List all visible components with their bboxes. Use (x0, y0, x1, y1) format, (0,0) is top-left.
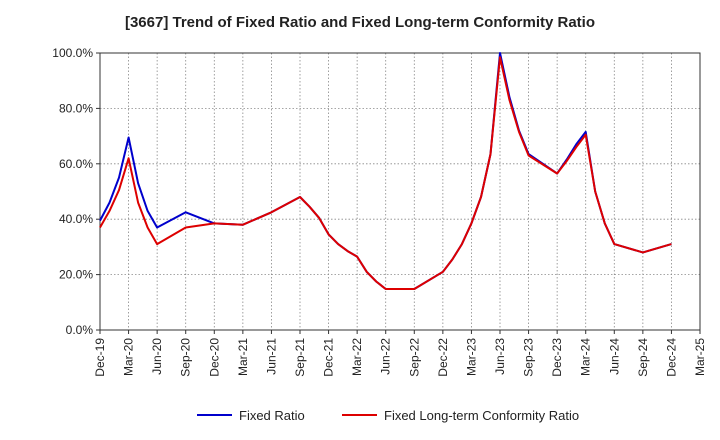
x-tick-label: Dec-24 (664, 338, 678, 377)
x-tick-label: Jun-23 (493, 338, 507, 375)
y-tick-label: 20.0% (59, 268, 93, 282)
x-tick-label: Dec-20 (207, 338, 221, 377)
series-layer (99, 52, 672, 290)
x-tick-label: Dec-21 (322, 338, 336, 377)
x-tick-label: Sep-22 (407, 338, 421, 377)
legend: Fixed Ratio Fixed Long-term Conformity Ra… (197, 408, 579, 423)
fixed-long-term-conformity-ratio-line (99, 56, 672, 290)
y-tick-label: 60.0% (59, 157, 93, 171)
x-tick-label: Jun-24 (607, 338, 621, 375)
legend-label: Fixed Ratio (239, 408, 305, 423)
x-tick-label: Mar-24 (579, 338, 593, 376)
x-tick-label: Sep-23 (522, 338, 536, 377)
axis-layer: 0.0% 20.0% 40.0% 60.0% 80.0% 100.0% Dec-19 Mar-… (52, 46, 707, 377)
x-tick-label: Mar-23 (464, 338, 478, 376)
x-tick-label: Dec-19 (93, 338, 107, 377)
legend-label: Fixed Long-term Conformity Ratio (384, 408, 579, 423)
x-tick-label: Jun-22 (379, 338, 393, 375)
plot-frame (99, 52, 701, 331)
x-tick-label: Jun-21 (264, 338, 278, 375)
x-tick-label: Mar-20 (122, 338, 136, 376)
chart-title: [3667] Trend of Fixed Ratio and Fixed Lo… (124, 14, 596, 31)
x-tick-label: Dec-22 (436, 338, 450, 377)
x-tick-label: Mar-21 (236, 338, 250, 376)
x-tick-label: Mar-22 (350, 338, 364, 376)
y-tick-label: 40.0% (59, 212, 93, 226)
y-tick-label: 0.0% (66, 323, 94, 337)
x-tick-label: Dec-23 (550, 338, 564, 377)
x-tick-label: Sep-20 (179, 338, 193, 377)
y-tick-label: 80.0% (59, 101, 93, 115)
x-tick-label: Mar-25 (693, 338, 707, 376)
x-tick-label: Sep-21 (293, 338, 307, 377)
x-tick-label: Jun-20 (150, 338, 164, 375)
x-tick-label: Sep-24 (636, 338, 650, 377)
y-tick-label: 100.0% (52, 46, 93, 60)
